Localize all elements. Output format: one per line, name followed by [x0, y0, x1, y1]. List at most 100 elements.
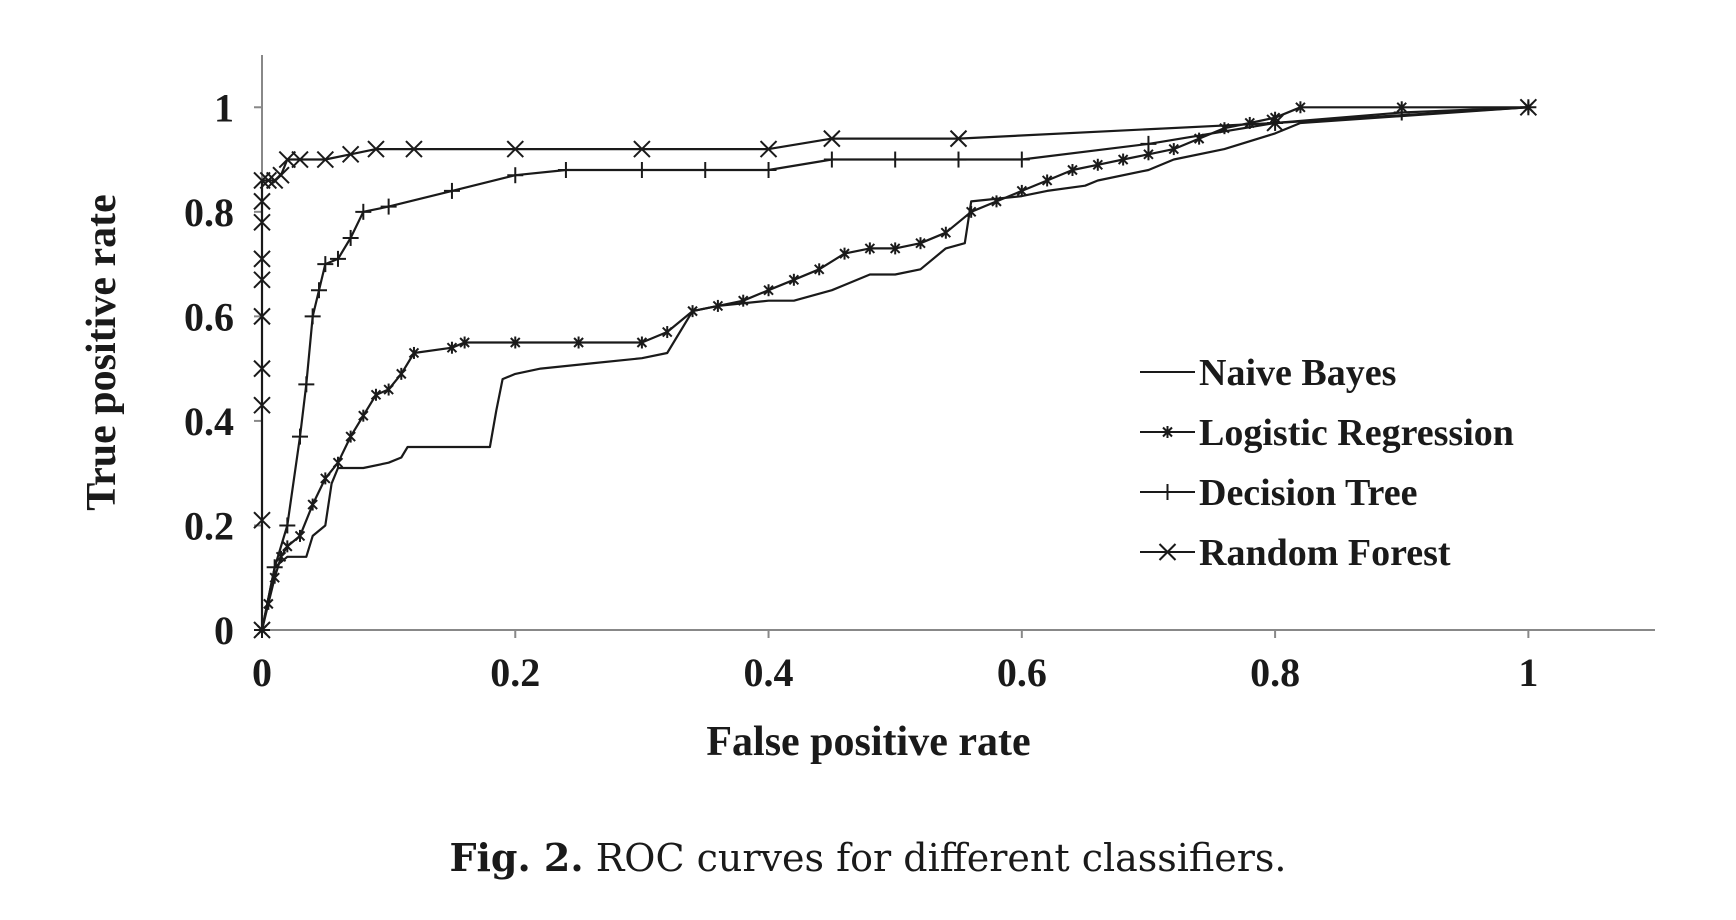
figure-caption-text: ROC curves for different classifiers.	[595, 836, 1287, 880]
data-point-asterisk	[320, 472, 331, 485]
data-point-plus	[823, 151, 840, 168]
data-point-x	[253, 359, 271, 378]
roc-chart: 0 0.2 0.4 0.6 0.8 1 0 0.2 0.4 0.6 0.8 1 Naive Bayes…	[79, 55, 1655, 765]
data-point-asterisk	[408, 346, 420, 359]
data-point-plus	[380, 198, 397, 215]
data-point-asterisk	[1092, 158, 1104, 171]
data-point-asterisk	[396, 367, 407, 380]
data-point-asterisk	[573, 336, 584, 349]
legend-label: Logistic Regression	[1199, 412, 1514, 454]
x-tick-label: 0.4	[744, 650, 794, 695]
data-point-asterisk	[1041, 174, 1053, 187]
data-point-asterisk	[282, 540, 293, 553]
data-point-plus	[298, 376, 315, 393]
data-point-asterisk	[991, 195, 1002, 208]
data-point-x	[253, 621, 271, 639]
y-tick-label: 0.8	[184, 190, 234, 235]
data-point-asterisk	[510, 336, 521, 349]
data-point-asterisk	[370, 388, 382, 401]
data-point-asterisk	[889, 242, 901, 255]
data-point-plus	[633, 162, 650, 178]
legend-item: Logistic Regression	[1140, 412, 1514, 454]
data-point-plus	[887, 151, 904, 168]
data-point-x	[1266, 114, 1284, 132]
data-point-asterisk	[1168, 143, 1179, 156]
data-point-x	[633, 140, 651, 158]
data-point-x	[253, 192, 271, 211]
legend-item: Decision Tree	[1140, 472, 1417, 514]
data-point-x	[272, 166, 290, 184]
data-point-asterisk	[738, 294, 749, 307]
ticks: 0 0.2 0.4 0.6 0.8 1 0 0.2 0.4 0.6 0.8 1	[184, 85, 1538, 695]
data-point-asterisk	[345, 430, 356, 443]
data-point-plus	[310, 282, 327, 299]
figure-caption: Fig. 2. ROC curves for different classif…	[0, 835, 1736, 880]
y-tick-label: 0.4	[184, 399, 234, 444]
x-tick-label: 0.2	[490, 650, 540, 695]
y-tick-label: 0.2	[184, 503, 234, 548]
series-line	[260, 106, 1529, 631]
data-point-plus	[1140, 135, 1157, 152]
legend-item: Naive Bayes	[1140, 352, 1396, 394]
data-point-asterisk	[687, 305, 698, 318]
data-point-asterisk	[636, 336, 648, 349]
data-point-x	[253, 396, 271, 414]
legend-label: Decision Tree	[1199, 472, 1417, 514]
series-line	[260, 106, 1529, 630]
legend-label: Naive Bayes	[1199, 352, 1396, 394]
data-point-asterisk	[332, 456, 344, 469]
data-point-x	[316, 150, 335, 169]
data-point-plus	[507, 167, 524, 184]
data-point-asterisk	[915, 237, 926, 250]
data-point-plus	[697, 162, 714, 178]
y-tick-label: 0	[214, 608, 234, 653]
data-point-asterisk	[294, 529, 306, 542]
series-naive-bayes	[260, 106, 1529, 631]
data-point-plus	[443, 182, 460, 199]
data-point-plus	[557, 162, 574, 178]
data-point-x	[949, 129, 968, 148]
data-point-plus	[291, 428, 308, 445]
data-point-asterisk	[459, 336, 470, 349]
data-point-plus	[1013, 151, 1030, 168]
data-point-x	[759, 140, 778, 158]
data-point-asterisk	[712, 299, 724, 312]
legend: Naive Bayes Logistic Regression Decision T…	[1140, 352, 1514, 574]
data-point-asterisk	[940, 226, 952, 239]
data-point-x	[259, 171, 278, 190]
data-point-asterisk	[358, 409, 369, 422]
data-point-x	[253, 271, 271, 289]
data-point-asterisk	[788, 273, 800, 286]
x-tick-label: 0	[252, 650, 272, 695]
data-point-x	[1158, 543, 1177, 561]
data-point-x	[253, 171, 271, 190]
data-point-x	[823, 129, 841, 148]
data-point-asterisk	[864, 242, 876, 255]
data-point-plus	[950, 151, 967, 168]
data-point-asterisk	[813, 263, 825, 276]
data-point-x	[253, 511, 271, 529]
data-point-asterisk	[383, 383, 394, 396]
data-point-x	[367, 140, 385, 158]
data-point-x	[1519, 98, 1538, 116]
data-point-asterisk	[1067, 164, 1078, 176]
data-point-plus	[355, 203, 372, 220]
x-tick-label: 1	[1518, 650, 1538, 695]
data-point-x	[506, 140, 524, 158]
data-point-asterisk	[1117, 153, 1129, 166]
data-point-asterisk	[1295, 101, 1306, 114]
data-point-asterisk	[763, 284, 774, 297]
data-point-x	[278, 150, 297, 169]
data-point-x	[253, 213, 271, 231]
legend-item: Random Forest	[1140, 532, 1451, 574]
data-point-x	[253, 250, 271, 268]
legend-label: Random Forest	[1199, 532, 1451, 574]
data-point-asterisk	[965, 205, 977, 218]
data-point-x	[341, 145, 360, 164]
data-point-x	[253, 307, 271, 326]
x-axis-title: False positive rate	[706, 719, 1030, 765]
data-point-asterisk	[446, 341, 458, 354]
x-tick-label: 0.6	[997, 650, 1047, 695]
data-point-plus	[342, 229, 359, 246]
series-logistic-regression	[256, 101, 1534, 636]
